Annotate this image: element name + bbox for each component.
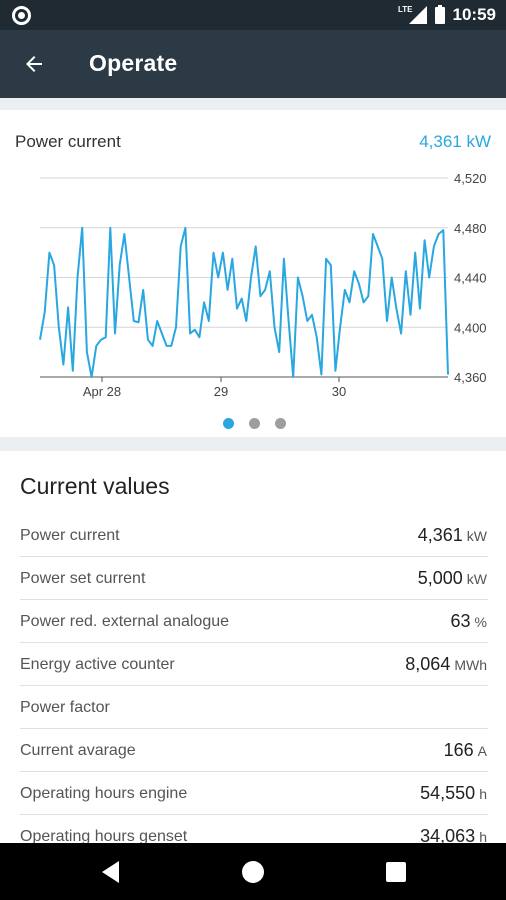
value-row: Power current 4,361 kW xyxy=(20,514,488,557)
value-row-value: 8,064 MWh xyxy=(405,654,487,675)
value-row-value: 54,550 h xyxy=(420,783,487,804)
value-unit: h xyxy=(479,829,487,843)
chart-y-tick-label: 4,440 xyxy=(454,271,487,286)
value-row-label: Power red. external analogue xyxy=(20,613,230,630)
chart-series-line xyxy=(39,226,449,378)
values-list: Power current 4,361 kW Power set current 5,0… xyxy=(20,514,488,843)
value-unit: MWh xyxy=(454,657,487,673)
value-row-value: 5,000 kW xyxy=(418,568,487,589)
chart-current-value: 4,361 kW xyxy=(419,132,491,151)
value-number: 5,000 xyxy=(417,568,463,588)
nav-home-button[interactable] xyxy=(237,856,269,888)
network-type-label: LTE xyxy=(398,4,413,14)
value-number: 34,063 xyxy=(420,826,476,843)
value-row: Energy active counter 8,064 MWh xyxy=(20,643,488,686)
value-row-value: 4,361 kW xyxy=(418,525,487,546)
value-unit: kW xyxy=(466,571,487,587)
back-triangle-icon xyxy=(102,861,119,883)
chart-y-tick-label: 4,520 xyxy=(454,171,487,186)
value-unit: A xyxy=(477,743,487,759)
page-indicator xyxy=(0,418,506,430)
value-row: Power factor xyxy=(20,686,488,729)
value-number: 63 xyxy=(450,611,471,631)
nav-back-button[interactable] xyxy=(95,856,127,888)
back-button[interactable] xyxy=(16,48,52,80)
value-number: 54,550 xyxy=(420,783,476,803)
chart-card[interactable]: Power current 4,361 kW 4,520 4,480 4,440 4,… xyxy=(0,110,506,437)
value-row: Current avarage 166 A xyxy=(20,729,488,772)
value-unit: % xyxy=(474,614,487,630)
value-row-label: Operating hours genset xyxy=(20,828,188,843)
chart-label: Power current xyxy=(15,132,121,151)
navigation-bar xyxy=(0,843,506,900)
value-row-value: 166 A xyxy=(444,740,487,761)
value-row: Power red. external analogue 63% xyxy=(20,600,488,643)
value-row-value: 63% xyxy=(451,611,487,632)
value-row-label: Current avarage xyxy=(20,742,136,759)
value-row: Operating hours engine 54,550 h xyxy=(20,772,488,815)
current-values-card: Current values Power current 4,361 kW Power… xyxy=(0,451,506,843)
arrow-left-icon xyxy=(26,56,42,72)
value-unit: kW xyxy=(466,528,487,544)
chart-y-tick-label: 4,360 xyxy=(454,370,487,385)
home-circle-icon xyxy=(242,861,264,883)
power-chart: 4,520 4,480 4,440 4,400 4,360 Apr 28 29 30 xyxy=(39,171,487,399)
chart-grid xyxy=(40,177,448,378)
chart-x-ticks: Apr 28 29 30 xyxy=(83,377,346,399)
signal-icon xyxy=(408,6,427,24)
value-row-value xyxy=(483,697,487,718)
chart-y-ticks: 4,520 4,480 4,440 4,400 4,360 xyxy=(454,171,487,385)
chart-y-tick-label: 4,400 xyxy=(454,320,487,335)
page-dot[interactable] xyxy=(249,418,260,429)
value-number: 8,064 xyxy=(405,654,451,674)
chart-x-tick-label: Apr 28 xyxy=(83,384,121,399)
status-right: LTE 10:59 xyxy=(398,0,496,30)
chart-y-tick-label: 4,480 xyxy=(454,221,487,236)
value-row: Operating hours genset 34,063 h xyxy=(20,815,488,843)
status-bar: LTE 10:59 xyxy=(0,0,506,30)
page-dot[interactable] xyxy=(223,418,234,429)
value-row-label: Power current xyxy=(20,527,120,544)
nav-recents-button[interactable] xyxy=(380,856,412,888)
value-number: 166 xyxy=(443,740,474,760)
notification-icon xyxy=(12,6,31,25)
value-row-label: Operating hours engine xyxy=(20,785,188,802)
status-time: 10:59 xyxy=(452,5,496,24)
page-dot[interactable] xyxy=(275,418,286,429)
section-title: Current values xyxy=(20,473,170,499)
chart-x-tick-label: 30 xyxy=(332,384,346,399)
value-row-label: Power factor xyxy=(20,699,110,716)
chart-x-tick-label: 29 xyxy=(214,384,228,399)
value-row: Power set current 5,000 kW xyxy=(20,557,488,600)
value-row-label: Power set current xyxy=(20,570,146,587)
value-unit: h xyxy=(479,786,487,802)
battery-icon xyxy=(434,4,445,24)
value-row-label: Energy active counter xyxy=(20,656,175,673)
recents-square-icon xyxy=(386,862,406,882)
page-title: Operate xyxy=(89,50,178,76)
value-number: 4,361 xyxy=(417,525,463,545)
value-row-value: 34,063 h xyxy=(420,826,487,843)
chart-series xyxy=(39,226,449,378)
app-bar: Operate xyxy=(0,30,506,98)
